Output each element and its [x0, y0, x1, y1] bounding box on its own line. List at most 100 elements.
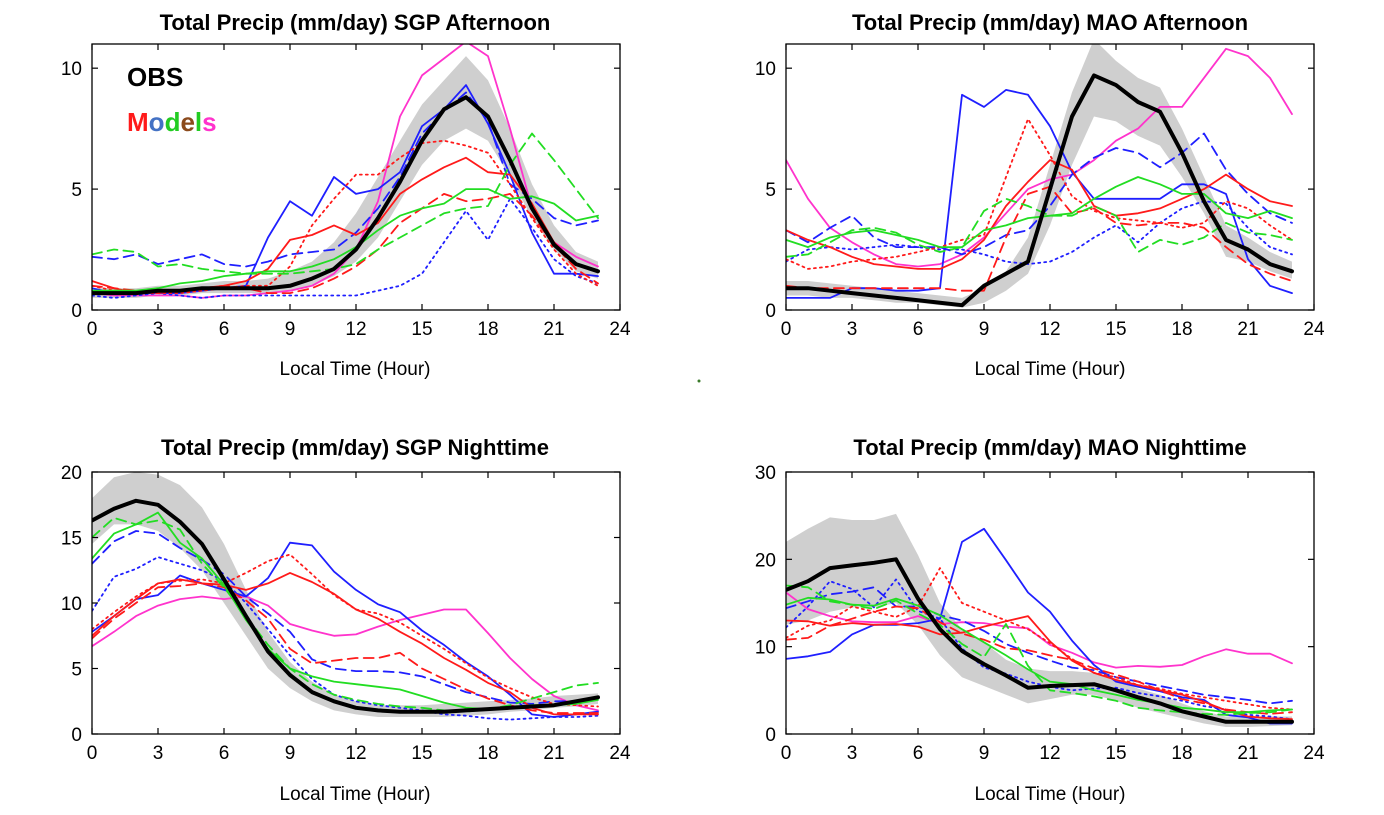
x-tick-label: 21 — [1237, 319, 1258, 340]
x-tick-label: 12 — [1039, 319, 1060, 340]
plot-area: 0 3 6 9 12 15 18 21 24 0 10 20 30 — [755, 463, 1325, 764]
y-tick-label: 5 — [71, 660, 82, 681]
x-tick-label: 12 — [345, 743, 366, 764]
obs-line — [786, 557, 1294, 724]
model-line-blue-dotted — [92, 197, 599, 299]
data-layer — [786, 44, 1294, 308]
model-line-red-solid — [786, 159, 1293, 270]
y-tick-label: 0 — [765, 725, 776, 746]
x-tick-label: 15 — [1105, 743, 1126, 764]
legend-models-letter: l — [195, 107, 202, 137]
obs-uncertainty-band — [786, 44, 1292, 308]
x-tick-label: 9 — [979, 319, 990, 340]
model-line-blue-dotted — [786, 200, 1293, 266]
model-line-green-dashed — [92, 517, 599, 713]
legend-models-letter: e — [180, 107, 194, 137]
x-axis-label: Local Time (Hour) — [975, 784, 1126, 805]
x-tick-label: 6 — [219, 743, 230, 764]
chart-title: Total Precip (mm/day) SGP Afternoon — [160, 10, 551, 35]
panel-sgp-nighttime: Total Precip (mm/day) SGP Nighttime 0 3 6 9… — [61, 435, 631, 805]
x-tick-label: 3 — [847, 319, 858, 340]
chart-title: Total Precip (mm/day) MAO Afternoon — [852, 10, 1248, 35]
x-tick-label: 21 — [1237, 743, 1258, 764]
x-tick-label: 12 — [345, 319, 366, 340]
x-tick-label: 24 — [609, 743, 631, 764]
x-axis-label: Local Time (Hour) — [280, 359, 431, 380]
x-axis-label: Local Time (Hour) — [975, 359, 1126, 380]
x-tick-label: 18 — [1171, 319, 1192, 340]
model-line-magenta-solid — [92, 595, 599, 712]
x-tick-label: 21 — [543, 743, 564, 764]
legend-models-label: Models — [127, 107, 217, 137]
y-tick-label: 10 — [61, 594, 82, 615]
chart-title: Total Precip (mm/day) MAO Nighttime — [853, 435, 1246, 460]
plot-area: 0 3 6 9 12 15 18 21 24 0 5 10 — [61, 43, 631, 340]
x-tick-label: 9 — [979, 743, 990, 764]
x-tick-label: 0 — [87, 743, 98, 764]
data-layer — [92, 472, 600, 721]
x-tick-label: 18 — [1171, 743, 1192, 764]
panel-sgp-afternoon: Total Precip (mm/day) SGP Afternoon 0 3 6 9… — [61, 10, 631, 380]
x-tick-label: 18 — [477, 743, 498, 764]
y-tick-label: 30 — [755, 463, 776, 484]
x-tick-label: 3 — [153, 319, 164, 340]
model-line-green-solid — [786, 176, 1293, 249]
plot-area: 0 3 6 9 12 15 18 21 24 0 5 10 — [755, 43, 1325, 340]
model-line-blue-dotted — [786, 578, 1293, 721]
x-tick-label: 9 — [285, 743, 296, 764]
model-line-red-dotted — [786, 118, 1293, 270]
model-line-red-solid — [92, 572, 599, 716]
model-line-red-dashed — [786, 185, 1293, 292]
panel-mao-afternoon: Total Precip (mm/day) MAO Afternoon 0 3 6 9… — [755, 10, 1325, 380]
model-line-green-solid — [92, 188, 599, 292]
model-line-blue-dashed — [786, 586, 1293, 705]
model-line-blue-dashed — [92, 530, 599, 705]
obs-uncertainty-band — [92, 56, 598, 298]
model-line-green-dashed — [786, 197, 1293, 258]
x-tick-label: 3 — [847, 743, 858, 764]
y-tick-label: 10 — [755, 59, 776, 80]
y-tick-label: 0 — [71, 725, 82, 746]
stray-dot — [697, 379, 701, 383]
panel-mao-nighttime: Total Precip (mm/day) MAO Nighttime 0 3 6 9… — [755, 435, 1325, 805]
x-tick-label: 0 — [87, 319, 98, 340]
x-tick-label: 18 — [477, 319, 498, 340]
x-tick-label: 24 — [1303, 743, 1325, 764]
x-tick-label: 15 — [411, 743, 432, 764]
x-tick-label: 6 — [219, 319, 230, 340]
legend-models-letter: M — [127, 107, 149, 137]
y-tick-label: 10 — [755, 638, 776, 659]
obs-line — [92, 498, 600, 714]
x-axis-label: Local Time (Hour) — [280, 784, 431, 805]
obs-uncertainty-band — [92, 472, 598, 717]
y-tick-label: 15 — [61, 529, 82, 550]
plot-area: 0 3 6 9 12 15 18 21 24 0 5 10 15 20 — [61, 463, 631, 764]
model-line-green-solid — [786, 596, 1293, 714]
x-tick-label: 24 — [609, 319, 631, 340]
x-tick-label: 24 — [1303, 319, 1325, 340]
model-line-red-dotted — [786, 567, 1293, 711]
y-tick-label: 20 — [61, 463, 82, 484]
chart-title: Total Precip (mm/day) SGP Nighttime — [161, 435, 549, 460]
x-tick-label: 21 — [543, 319, 564, 340]
y-tick-label: 5 — [71, 180, 82, 201]
model-line-green-dashed — [92, 132, 599, 275]
model-line-blue-dashed — [786, 132, 1293, 256]
x-tick-label: 6 — [913, 743, 924, 764]
x-tick-label: 6 — [913, 319, 924, 340]
legend-obs-label: OBS — [127, 62, 183, 92]
obs-uncertainty-band — [786, 513, 1292, 727]
x-tick-label: 0 — [781, 319, 792, 340]
model-line-magenta-solid — [786, 47, 1293, 268]
data-layer — [92, 44, 600, 299]
y-tick-label: 10 — [61, 59, 82, 80]
x-tick-label: 15 — [1105, 319, 1126, 340]
model-line-blue-dashed — [92, 91, 599, 268]
x-tick-label: 3 — [153, 743, 164, 764]
x-tick-label: 15 — [411, 319, 432, 340]
legend: OBS Models — [127, 62, 217, 137]
model-line-red-solid — [786, 615, 1293, 721]
y-tick-label: 5 — [765, 180, 776, 201]
legend-models-letter: d — [165, 107, 181, 137]
